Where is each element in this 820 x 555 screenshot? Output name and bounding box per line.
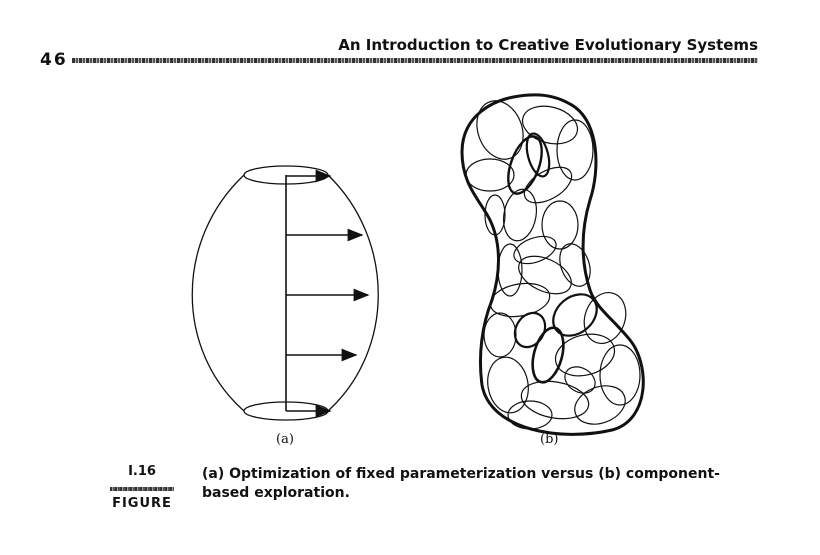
panel-b-diagram xyxy=(460,93,645,436)
panel-a-label: (a) xyxy=(276,432,294,447)
barrel-left-side xyxy=(191,174,245,412)
figure-illustration xyxy=(191,93,645,436)
figure-word: FIGURE xyxy=(112,496,172,511)
figure-number: I.16 xyxy=(128,464,156,479)
panel-a-diagram xyxy=(191,165,379,421)
figure-caption: (a) Optimization of fixed parameterizati… xyxy=(202,466,720,501)
running-head: An Introduction to Creative Evolutionary… xyxy=(338,36,758,54)
panel-b-label: (b) xyxy=(540,432,559,447)
component-ellipses xyxy=(465,100,641,430)
peanut-outline xyxy=(460,93,645,436)
figure-rule xyxy=(110,487,174,491)
header-rule xyxy=(72,58,758,63)
barrel-right-side xyxy=(327,174,379,412)
page-number: 46 xyxy=(40,50,68,70)
